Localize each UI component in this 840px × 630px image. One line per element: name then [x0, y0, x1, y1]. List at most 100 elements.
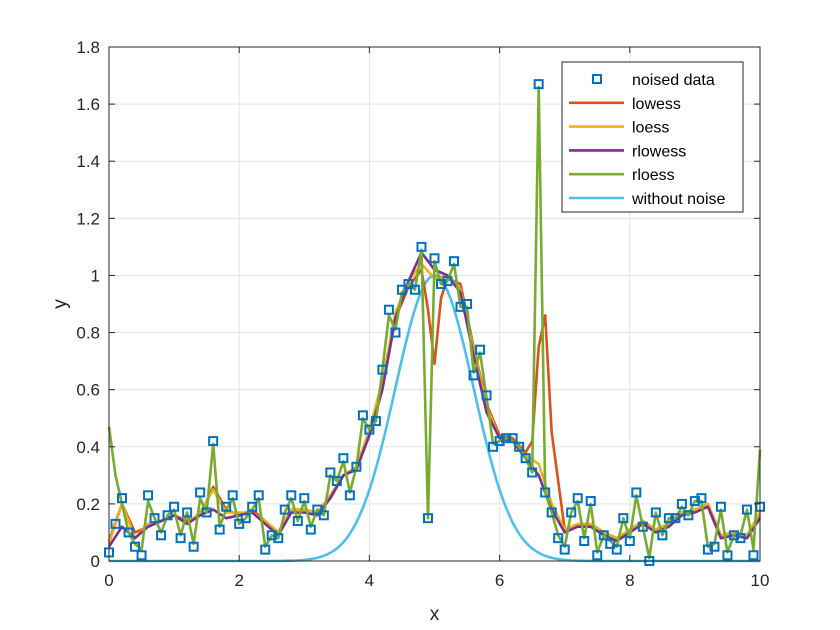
noised-data-point — [728, 530, 739, 541]
noised-data-point — [598, 530, 609, 541]
noised-data-point — [143, 490, 154, 501]
noised-data-point — [416, 241, 427, 252]
y-tick-label: 0.2 — [76, 495, 100, 514]
noised-data-point — [201, 507, 212, 518]
noised-data-point — [572, 493, 583, 504]
noised-data-point — [618, 513, 629, 524]
noised-data-point — [195, 487, 206, 498]
noised-data-point — [702, 544, 713, 555]
noised-data-point — [468, 370, 479, 381]
noised-data-point — [683, 510, 694, 521]
noised-data-point — [624, 536, 635, 547]
noised-data-point — [689, 496, 700, 507]
noised-data-point — [663, 513, 674, 524]
noised-data-point — [266, 530, 277, 541]
legend-label-rlowess: rlowess — [632, 143, 686, 160]
noised-data-point — [383, 304, 394, 315]
noised-data-point — [520, 453, 531, 464]
rloess-line — [107, 85, 762, 560]
noised-data-point — [175, 533, 186, 544]
noised-data-point — [657, 530, 668, 541]
noised-data-point — [611, 544, 622, 555]
noised-data-point — [527, 467, 538, 478]
y-tick-label: 1 — [91, 266, 100, 285]
noised-data-point — [110, 518, 121, 529]
noised-data-point — [370, 416, 381, 427]
noised-data-point — [741, 504, 752, 515]
legend: noised data lowess loess rlowess rloess witho… — [561, 61, 744, 213]
noised-data-point — [696, 493, 707, 504]
noised-data-point — [123, 527, 134, 538]
legend-label-noised-data: noised data — [632, 72, 715, 89]
legend-label-loess: loess — [632, 120, 669, 137]
noised-data-point — [240, 513, 251, 524]
noised-data-point — [533, 79, 544, 90]
noised-data-point — [494, 436, 505, 447]
noised-data-point — [436, 279, 447, 290]
x-tick-label: 6 — [495, 571, 504, 590]
noised-data-point — [338, 453, 349, 464]
noised-data-point — [715, 501, 726, 512]
noised-data-point — [735, 533, 746, 544]
noised-data-point — [455, 301, 466, 312]
noised-data-point — [475, 344, 486, 355]
noised-data-point — [279, 504, 290, 515]
noised-data-point — [409, 284, 420, 295]
noised-data-point — [117, 493, 128, 504]
series-layer — [104, 79, 765, 566]
noised-data-point — [169, 501, 180, 512]
noised-data-point — [364, 424, 375, 435]
noised-data-point — [592, 550, 603, 561]
legend-box — [561, 61, 744, 213]
noised-data-point — [585, 496, 596, 507]
noised-data-point — [422, 513, 433, 524]
noised-data-point — [227, 490, 238, 501]
noised-data-point — [318, 510, 329, 521]
x-tick-label: 0 — [104, 571, 113, 590]
noised-data-point — [344, 490, 355, 501]
noised-data-point — [449, 256, 460, 267]
x-tick-label: 10 — [751, 571, 770, 590]
noised-data-point — [351, 461, 362, 472]
noised-data-point — [292, 516, 303, 527]
noised-data-point — [566, 507, 577, 518]
noised-data-point — [501, 433, 512, 444]
noised-data-point — [221, 501, 232, 512]
x-tick-label: 4 — [365, 571, 374, 590]
noised-data-point — [182, 507, 193, 518]
noised-data-point — [637, 521, 648, 532]
noised-data-point — [579, 536, 590, 547]
noised-data-point — [312, 504, 323, 515]
noised-data-point — [676, 498, 687, 509]
watermark: 知乎 @knife lee — [651, 585, 818, 610]
legend-label-lowess: lowess — [632, 96, 681, 113]
noised-data-point — [553, 533, 564, 544]
noised-data-point — [208, 436, 219, 447]
legend-swatch-noised-data — [592, 74, 602, 84]
noised-data-point — [357, 410, 368, 421]
noised-data-point — [377, 364, 388, 375]
noised-data-point — [650, 507, 661, 518]
x-tick-label: 8 — [625, 571, 634, 590]
noised-data-point — [331, 476, 342, 487]
noised-data-point — [709, 541, 720, 552]
noised-data-point — [559, 544, 570, 555]
noised-data-point — [253, 490, 264, 501]
noised-data-point — [214, 524, 225, 535]
noised-data-point — [188, 541, 199, 552]
y-tick-label: 1.6 — [76, 95, 100, 114]
y-tick-label: 0.4 — [76, 438, 100, 457]
noised-data-point — [540, 487, 551, 498]
noised-data-point — [481, 390, 492, 401]
noised-data-point — [156, 530, 167, 541]
noised-data-point — [488, 441, 499, 452]
noised-data-point — [136, 550, 147, 561]
plot-frame — [108, 46, 761, 562]
noised-data-point — [286, 490, 297, 501]
noised-data-point — [403, 279, 414, 290]
y-axis-label: y — [50, 299, 71, 309]
noised-data-point — [442, 276, 453, 287]
noised-data-point — [605, 538, 616, 549]
y-tick-label: 1.4 — [76, 152, 100, 171]
y-tick-label: 0.6 — [76, 381, 100, 400]
